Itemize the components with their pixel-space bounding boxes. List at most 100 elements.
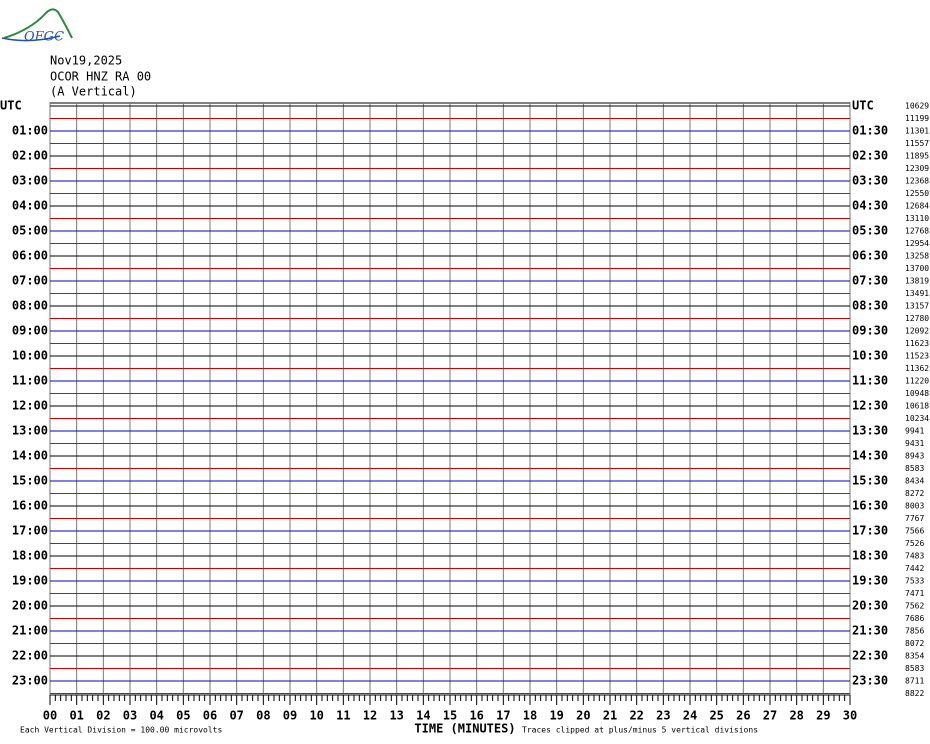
trace-count: 8434 — [905, 477, 924, 486]
trace-count: 7856 — [905, 627, 924, 636]
trace-count: 8583 — [905, 664, 924, 673]
x-tick-label: 15 — [443, 709, 457, 723]
x-tick-label: 28 — [789, 709, 803, 723]
trace-count: 13700 — [905, 264, 929, 273]
right-time-label: 04:30 — [852, 199, 888, 213]
right-time-label: 05:30 — [852, 224, 888, 238]
left-time-label: 12:00 — [12, 399, 48, 413]
trace-count: 9431 — [905, 439, 924, 448]
trace-count: 7566 — [905, 527, 924, 536]
trace-count: 8822 — [905, 689, 924, 698]
x-tick-label: 20 — [576, 709, 590, 723]
trace-count: 11523 — [905, 352, 929, 361]
right-time-label: 16:30 — [852, 499, 888, 513]
x-tick-label: 11 — [336, 709, 350, 723]
right-time-label: 20:30 — [852, 599, 888, 613]
x-tick-label: 29 — [816, 709, 830, 723]
left-time-label: 21:00 — [12, 624, 48, 638]
trace-count: 7442 — [905, 564, 924, 573]
right-time-label: 15:30 — [852, 474, 888, 488]
right-time-label: 02:30 — [852, 149, 888, 163]
left-time-label: 14:00 — [12, 449, 48, 463]
component: (A Vertical) — [50, 85, 137, 99]
trace-count: 11895 — [905, 152, 929, 161]
left-time-label: 19:00 — [12, 574, 48, 588]
trace-count: 13491 — [905, 289, 929, 298]
trace-count: 7483 — [905, 552, 924, 561]
trace-count: 13157 — [905, 302, 929, 311]
x-tick-label: 06 — [203, 709, 217, 723]
trace-count: 12092 — [905, 327, 929, 336]
left-time-label: 11:00 — [12, 374, 48, 388]
x-axis-label: TIME (MINUTES) — [414, 722, 515, 736]
x-tick-label: 07 — [229, 709, 243, 723]
trace-count: 7526 — [905, 539, 924, 548]
trace-count: 7533 — [905, 577, 924, 586]
x-tick-label: 19 — [549, 709, 563, 723]
trace-count: 11301 — [905, 127, 929, 136]
right-time-label: 21:30 — [852, 624, 888, 638]
right-time-label: 19:30 — [852, 574, 888, 588]
x-tick-label: 14 — [416, 709, 430, 723]
trace-count: 8711 — [905, 677, 924, 686]
left-time-label: 07:00 — [12, 274, 48, 288]
x-tick-label: 23 — [656, 709, 670, 723]
x-tick-label: 17 — [496, 709, 510, 723]
station: OCOR HNZ RA 00 — [50, 70, 151, 84]
x-tick-label: 09 — [283, 709, 297, 723]
x-tick-label: 13 — [389, 709, 403, 723]
trace-count: 7471 — [905, 589, 924, 598]
left-time-label: 02:00 — [12, 149, 48, 163]
date: Nov19,2025 — [50, 54, 122, 68]
x-tick-label: 27 — [763, 709, 777, 723]
right-time-label: 01:30 — [852, 124, 888, 138]
trace-count: 11220 — [905, 377, 929, 386]
trace-count: 11199 — [905, 114, 929, 123]
x-tick-label: 26 — [736, 709, 750, 723]
x-tick-label: 18 — [523, 709, 537, 723]
left-time-label: 10:00 — [12, 349, 48, 363]
left-time-label: 01:00 — [12, 124, 48, 138]
left-time-label: 05:00 — [12, 224, 48, 238]
left-time-label: 06:00 — [12, 249, 48, 263]
x-tick-label: 21 — [603, 709, 617, 723]
right-time-label: UTC — [852, 99, 874, 113]
logo-text: OFGC — [24, 30, 64, 45]
trace-count: 12768 — [905, 227, 929, 236]
left-time-label: 20:00 — [12, 599, 48, 613]
trace-count: 10234 — [905, 414, 929, 423]
x-tick-label: 22 — [629, 709, 643, 723]
x-tick-label: 30 — [843, 709, 857, 723]
trace-count: 12780 — [905, 314, 929, 323]
x-tick-label: 02 — [96, 709, 110, 723]
left-time-label: 03:00 — [12, 174, 48, 188]
right-time-label: 14:30 — [852, 449, 888, 463]
division-note: Each Vertical Division = 100.00 microvol… — [20, 726, 222, 735]
left-time-label: 15:00 — [12, 474, 48, 488]
trace-count: 8583 — [905, 464, 924, 473]
right-time-label: 03:30 — [852, 174, 888, 188]
right-time-label: 07:30 — [852, 274, 888, 288]
trace-count: 7767 — [905, 514, 924, 523]
right-time-label: 13:30 — [852, 424, 888, 438]
trace-count: 11362 — [905, 364, 929, 373]
trace-count: 13258 — [905, 252, 929, 261]
trace-count: 10629 — [905, 102, 929, 111]
right-time-label: 22:30 — [852, 649, 888, 663]
left-time-label: 17:00 — [12, 524, 48, 538]
trace-count: 7686 — [905, 614, 924, 623]
right-time-label: 09:30 — [852, 324, 888, 338]
left-time-label: 09:00 — [12, 324, 48, 338]
logo-swoosh — [1, 35, 61, 42]
x-tick-label: 03 — [123, 709, 137, 723]
x-tick-label: 25 — [709, 709, 723, 723]
trace-count: 9941 — [905, 427, 924, 436]
x-tick-label: 04 — [149, 709, 163, 723]
trace-count: 11623 — [905, 339, 929, 348]
logo-curve — [3, 8, 73, 39]
trace-count: 8354 — [905, 652, 924, 661]
trace-count: 12309 — [905, 164, 929, 173]
left-time-label: 23:00 — [12, 674, 48, 688]
right-time-label: 06:30 — [852, 249, 888, 263]
right-time-label: 17:30 — [852, 524, 888, 538]
